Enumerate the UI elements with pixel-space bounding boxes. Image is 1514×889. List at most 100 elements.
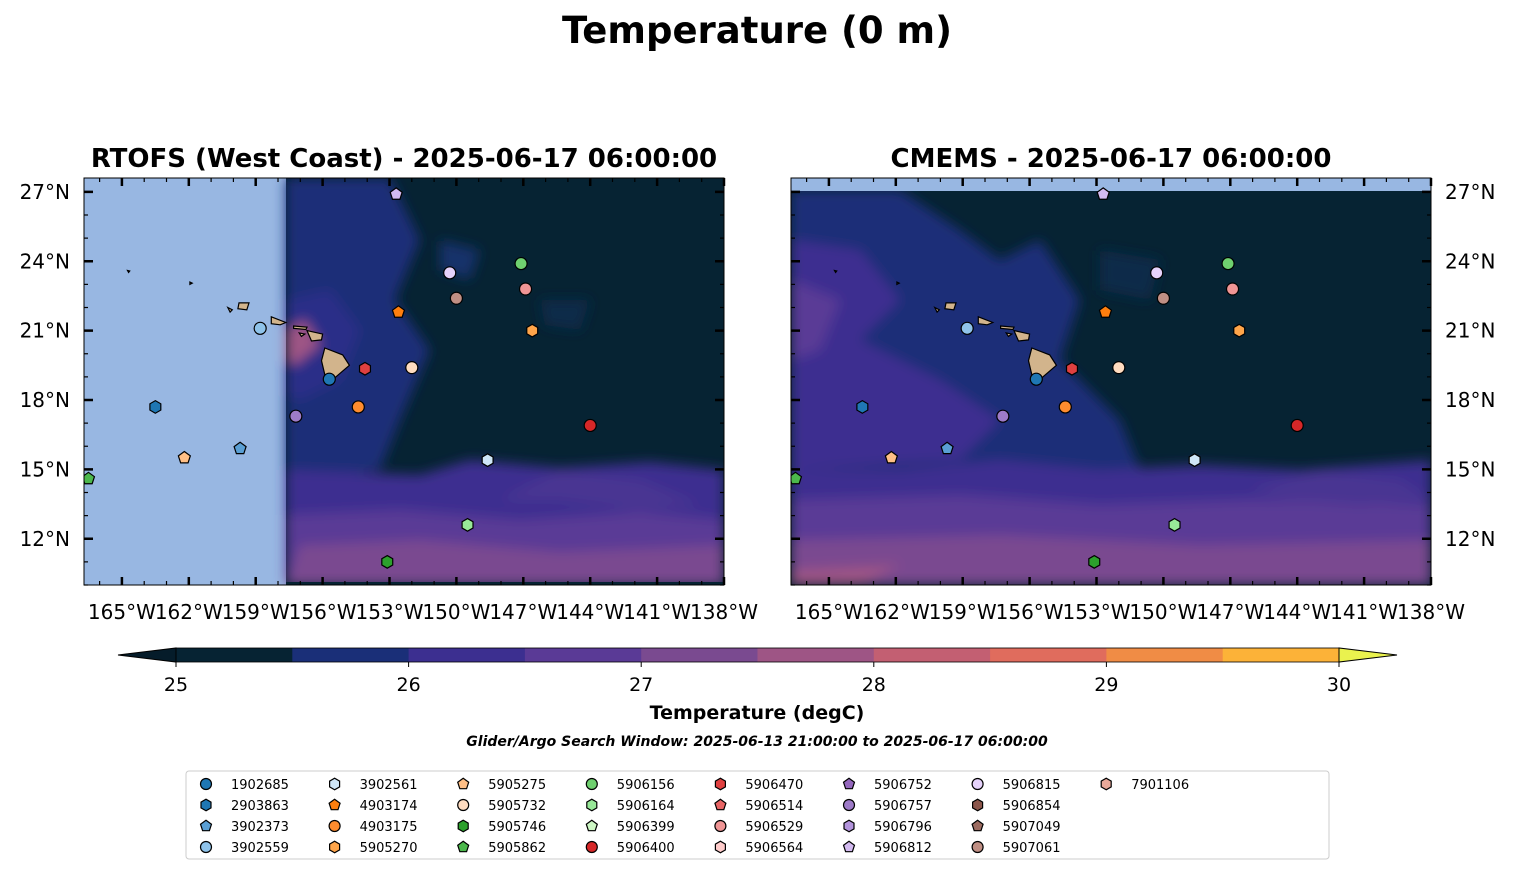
colorbar-ticks: 25 26 27 28 29 30 [164,662,1351,696]
float-marker-5907061 [449,291,464,305]
legend-label: 4903174 [360,799,418,814]
legend-entry-5906470: 5906470 [714,777,803,793]
colorbar-tick-label: 25 [164,674,188,696]
legend-entry-5906854: 5906854 [971,798,1061,814]
lat-tick-label: 18°N [1445,388,1495,412]
legend-entry-5906757: 5906757 [842,798,932,814]
legend-entry-5906156: 5906156 [585,777,675,793]
legend-label: 3902559 [231,841,289,856]
island-kauai [944,302,957,311]
legend-marker-icon [842,777,856,790]
legend-marker-icon [971,819,984,832]
float-marker-4903174 [391,305,406,318]
island-nihoa [189,281,194,286]
legend-marker-icon [457,777,470,790]
legend-marker-icon [843,819,855,833]
lon-tick-label: 162°W [862,600,930,624]
legend-label: 4903175 [360,820,418,835]
legend-marker-icon [457,840,470,853]
float-marker-5906164 [461,517,474,532]
lon-tick-label: 150°W [1129,600,1197,624]
float-marker-5906400 [583,418,597,433]
legend-marker-icon [457,798,470,812]
legend-marker-icon [329,840,341,854]
float-marker-5906156 [514,256,528,271]
colorbar-tick-label: 26 [397,674,421,696]
legend-entry-5905732: 5905732 [457,798,546,814]
legend-entry-4903175: 4903175 [328,819,418,835]
float-marker-3902559 [253,321,267,335]
legend-entry-5905275: 5905275 [457,777,546,793]
float-marker-3902559 [960,321,974,335]
legend-label: 5905732 [488,799,546,814]
legend-label: 5905862 [488,841,546,856]
float-marker-5906815 [1150,266,1164,280]
cmems-panel-title: CMEMS - 2025-06-17 06:00:00 [891,144,1332,174]
float-marker-5905746 [1088,554,1101,569]
float-marker-5906757 [289,409,303,423]
legend-entry-5906812: 5906812 [842,840,932,856]
float-marker-5906812 [389,187,403,200]
island-maui [305,329,324,342]
float-marker-5905746 [381,554,394,569]
legend-entry-3902561: 3902561 [329,777,418,793]
lon-tick-label: 165°W [88,600,156,624]
colorbar-segment [1222,648,1340,662]
legend-label: 5906400 [617,841,675,856]
lon-tick-label: 153°W [1063,600,1131,624]
lat-tick-label: 27°N [1445,180,1495,204]
legend-entry-5905862: 5905862 [457,840,546,856]
legend-marker-icon [328,798,341,811]
legend-marker-icon [971,798,984,812]
lat-tick-label: 18°N [20,388,70,412]
colorbar-tick-label: 28 [862,674,886,696]
rtofs-map-area [84,178,724,585]
legend-entry-5906564: 5906564 [714,840,803,856]
legend-entry-7901106: 7901106 [1100,777,1189,793]
legend-label: 5906564 [745,841,803,856]
cmems-lon-axis: 165°W162°W159°W156°W153°W150°W147°W144°W… [795,178,1465,624]
rtofs-panel-title: RTOFS (West Coast) - 2025-06-17 06:00:00 [91,144,717,174]
colorbar-segment [1106,648,1224,662]
legend-label: 3902373 [231,820,289,835]
float-marker-5906400 [1290,418,1304,433]
legend-entry-5906796: 5906796 [843,819,932,835]
lat-tick-label: 27°N [20,180,70,204]
search-window-caption: Glider/Argo Search Window: 2025-06-13 21… [466,734,1048,750]
lon-tick-label: 147°W [1196,600,1264,624]
legend-label: 3902561 [360,778,418,793]
lon-tick-label: 165°W [795,600,863,624]
legend-marker-icon [714,777,727,791]
cmems-map-panel: CMEMS - 2025-06-17 06:00:00 [790,144,1495,624]
legend-label: 5906156 [617,778,675,793]
legend-label: 5906815 [1003,778,1061,793]
rtofs-axes-frame [83,177,725,586]
float-marker-5906470 [358,361,372,376]
island-kauai [237,302,250,311]
legend-label: 5906164 [617,799,675,814]
rtofs-float-markers [84,187,597,569]
float-marker-5905270 [1233,323,1246,338]
legend-label: 7901106 [1131,778,1189,793]
legend-entry-4903174: 4903174 [328,798,418,814]
colorbar-under-extension [117,647,177,663]
legend-marker-icon [328,819,341,833]
colorbar-segment [524,648,642,662]
colorbar-segments [175,647,1340,663]
legend-marker-icon [971,777,984,791]
legend-label: 5905275 [488,778,546,793]
float-marker-3902373 [940,441,954,455]
cmems-land-islands [833,269,1058,380]
legend-entry-1902685: 1902685 [199,777,289,793]
legend-label: 2903863 [231,799,289,814]
legend-entry-3902373: 3902373 [199,819,289,835]
float-marker-5905862 [791,471,803,485]
legend-label: 1902685 [231,778,289,793]
legend-entry-5907049: 5907049 [971,819,1061,835]
float-marker-5906470 [1065,361,1079,376]
legend-marker-icon [714,819,727,833]
colorbar-tick-label: 30 [1327,674,1351,696]
legend-entry-5906164: 5906164 [586,798,675,814]
lat-tick-label: 21°N [20,319,70,343]
